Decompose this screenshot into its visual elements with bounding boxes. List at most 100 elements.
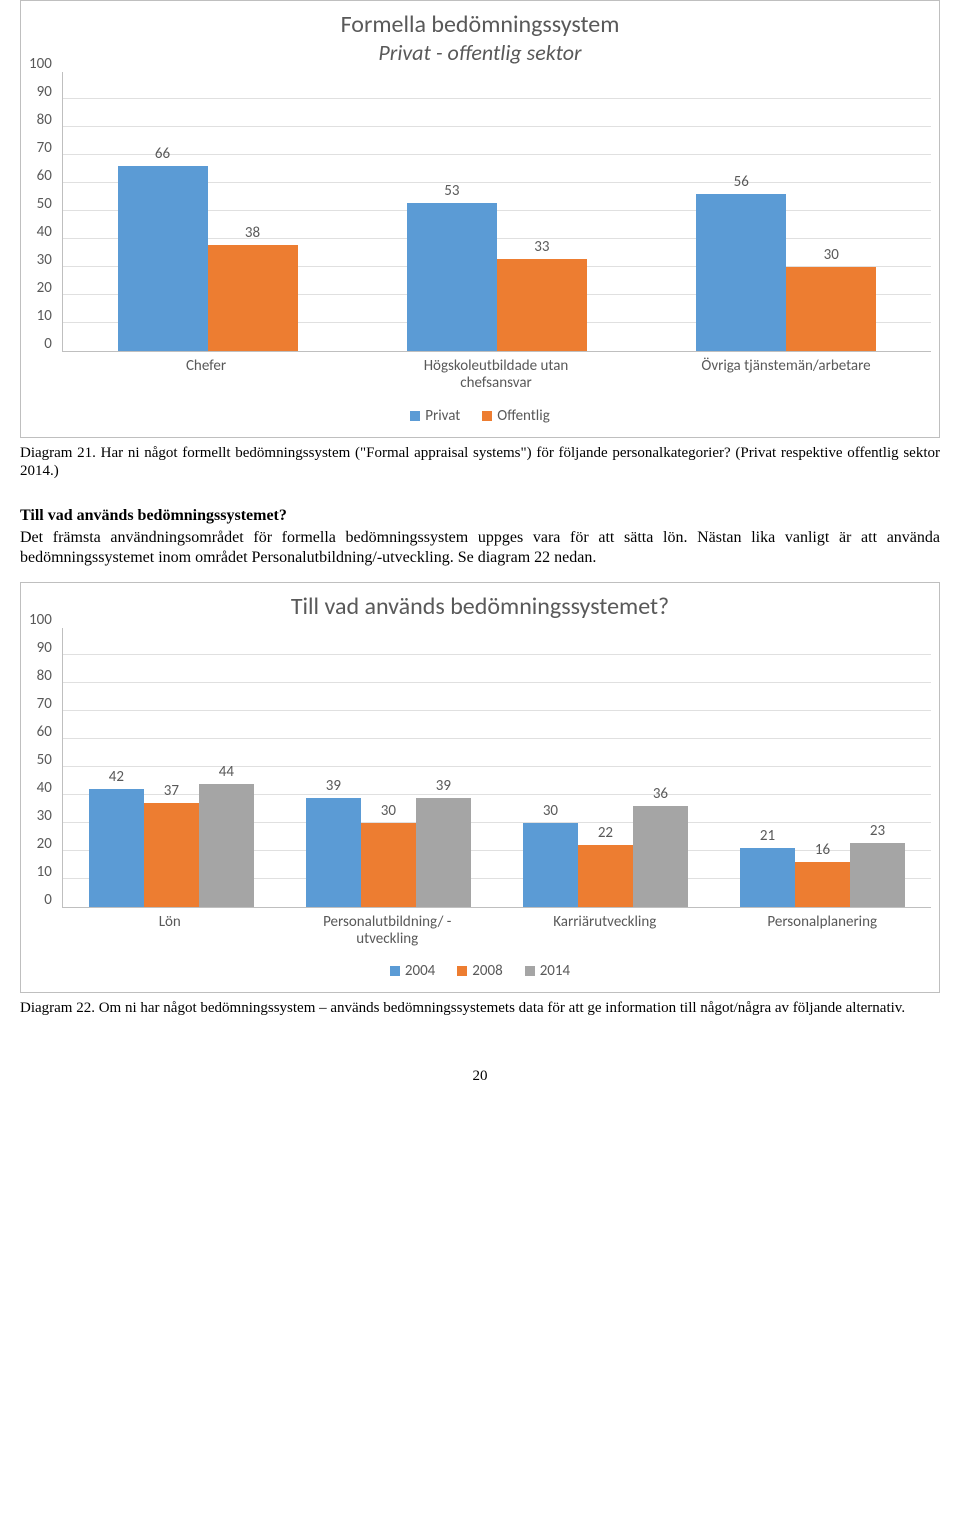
y-tick-label: 90 [37, 639, 52, 657]
chart-2-x-axis: LönPersonalutbildning/ -utvecklingKarriä… [61, 908, 931, 949]
legend-label: 2004 [405, 962, 435, 980]
bar-rect [144, 803, 199, 907]
bar-group: 39 30 39 [280, 628, 497, 907]
chart-1-legend: Privat Offentlig [29, 393, 931, 429]
chart-1-plot: 1009080706050403020100 663853335630 [29, 72, 931, 352]
x-axis-label: Lön [61, 914, 279, 949]
bar-value-label: 39 [326, 777, 341, 795]
legend-item: 2004 [390, 962, 435, 980]
bar: 30 [523, 628, 578, 907]
bar: 38 [208, 72, 298, 351]
bar: 39 [306, 628, 361, 907]
bar-rect [786, 267, 876, 351]
bar-rect [199, 784, 254, 907]
legend-item: 2008 [457, 962, 502, 980]
bar-value-label: 37 [164, 782, 179, 800]
bar-value-label: 53 [444, 182, 459, 200]
legend-label: Offentlig [497, 407, 550, 425]
chart-2: Till vad används bedömningssystemet? 100… [20, 582, 940, 993]
legend-swatch [457, 966, 467, 976]
bar-rect [208, 245, 298, 351]
y-tick-label: 90 [37, 83, 52, 101]
bar: 30 [361, 628, 416, 907]
y-tick-label: 100 [29, 611, 52, 629]
bar-rect [578, 845, 633, 907]
y-tick-label: 30 [37, 807, 52, 825]
y-tick-label: 20 [37, 279, 52, 297]
bar: 30 [786, 72, 876, 351]
section-heading: Till vad används bedömningssystemet? [20, 507, 940, 525]
bar-value-label: 30 [381, 802, 396, 820]
y-tick-label: 0 [44, 891, 52, 909]
x-axis-label: Karriärutveckling [496, 914, 714, 949]
legend-swatch [390, 966, 400, 976]
chart-1: Formella bedömningssystem Privat - offen… [20, 0, 940, 438]
bar: 16 [795, 628, 850, 907]
bar-value-label: 44 [219, 763, 234, 781]
bar-rect [696, 194, 786, 351]
bar-rect [118, 166, 208, 351]
legend-swatch [482, 411, 492, 421]
bar: 37 [144, 628, 199, 907]
chart-2-bar-groups: 423744393039302236211623 [63, 628, 931, 907]
chart-2-title: Till vad används bedömningssystemet? [29, 593, 931, 622]
bar-value-label: 38 [245, 224, 260, 242]
y-tick-label: 20 [37, 835, 52, 853]
bar-value-label: 56 [734, 173, 749, 191]
bar-value-label: 39 [436, 777, 451, 795]
legend-label: Privat [425, 407, 460, 425]
bar-value-label: 36 [653, 785, 668, 803]
bar-value-label: 21 [760, 827, 775, 845]
page-number: 20 [20, 1068, 940, 1085]
legend-item: Offentlig [482, 407, 550, 425]
bar: 66 [118, 72, 208, 351]
bar-rect [416, 798, 471, 907]
chart-1-title: Formella bedömningssystem Privat - offen… [29, 11, 931, 66]
legend-label: 2014 [540, 962, 570, 980]
chart-2-plot: 1009080706050403020100 42374439303930223… [29, 628, 931, 908]
chart-1-plot-area: 66 38 53 33 56 30 [62, 72, 931, 352]
bar-value-label: 33 [534, 238, 549, 256]
y-tick-label: 0 [44, 335, 52, 353]
bar: 56 [696, 72, 786, 351]
bar: 44 [199, 628, 254, 907]
y-tick-label: 30 [37, 251, 52, 269]
chart-1-title-line1: Formella bedömningssystem [29, 11, 931, 40]
x-axis-label: Övriga tjänstemän/arbetare [641, 358, 931, 393]
y-tick-label: 60 [37, 723, 52, 741]
bar-group: 423744 [63, 628, 280, 907]
bar: 39 [416, 628, 471, 907]
bar: 22 [578, 628, 633, 907]
bar-group: 3022 36 [497, 628, 714, 907]
bar-group: 21 16 23 [714, 628, 931, 907]
chart-2-y-axis: 1009080706050403020100 [29, 628, 56, 908]
y-tick-label: 50 [37, 751, 52, 769]
y-tick-label: 80 [37, 111, 52, 129]
bar-rect [850, 843, 905, 907]
chart-2-plot-area: 423744393039302236211623 [62, 628, 931, 908]
bar-value-label: 30 [824, 246, 839, 264]
y-tick-label: 70 [37, 695, 52, 713]
legend-item: Privat [410, 407, 460, 425]
bar-rect [497, 259, 587, 351]
x-axis-label: Chefer [61, 358, 351, 393]
bar-value-label: 23 [870, 822, 885, 840]
bar-rect [89, 789, 144, 907]
bar: 53 [407, 72, 497, 351]
y-tick-label: 100 [29, 55, 52, 73]
y-tick-label: 70 [37, 139, 52, 157]
chart-1-x-axis: CheferHögskoleutbildade utanchefsansvarÖ… [61, 352, 931, 393]
caption-diagram-22: Diagram 22. Om ni har något bedömningssy… [20, 999, 940, 1018]
y-tick-label: 40 [37, 223, 52, 241]
bar-group: 53 33 [352, 72, 641, 351]
bar: 23 [850, 628, 905, 907]
bar-group: 66 38 [63, 72, 352, 351]
caption-diagram-21: Diagram 21. Har ni något formellt bedömn… [20, 444, 940, 482]
y-tick-label: 80 [37, 667, 52, 685]
bar: 21 [740, 628, 795, 907]
bar-value-label: 66 [155, 145, 170, 163]
bar-rect [306, 798, 361, 907]
y-tick-label: 50 [37, 195, 52, 213]
bar-rect [523, 823, 578, 907]
bar-group: 56 30 [642, 72, 931, 351]
